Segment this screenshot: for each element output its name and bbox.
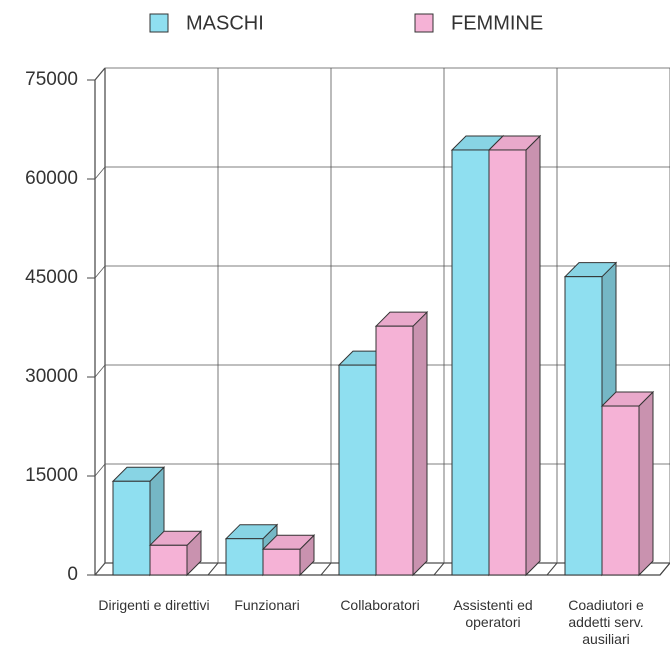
grid-line (94, 364, 106, 378)
legend-label: FEMMINE (451, 12, 543, 34)
grid-line (94, 463, 106, 477)
y-tick-label: 45000 (25, 267, 78, 288)
legend-swatch (149, 13, 169, 33)
bar-face (262, 548, 301, 576)
grid-line (94, 562, 106, 576)
y-tick-label: 0 (67, 564, 78, 585)
bar (600, 390, 655, 577)
x-tick-label: Funzionari (234, 597, 300, 613)
grid-line (94, 67, 106, 81)
bar-face (488, 149, 527, 576)
y-tick-label: 30000 (25, 366, 78, 387)
x-tick (207, 562, 219, 576)
x-tick-label: Collaboratori (340, 597, 420, 613)
bar (261, 534, 316, 577)
x-tick-label: Coadiutori e addetti serv. ausiliari (568, 597, 644, 647)
bar-face (375, 325, 414, 576)
y-tick-label: 75000 (25, 69, 78, 90)
y-tick-label: 60000 (25, 168, 78, 189)
bar-face (338, 364, 377, 576)
x-tick (320, 562, 332, 576)
bar-face (412, 310, 428, 577)
x-tick (659, 562, 670, 576)
x-tick-label: Dirigenti e direttivi (98, 597, 210, 613)
bar-face (112, 480, 151, 576)
x-tick (546, 562, 558, 576)
bar (148, 530, 203, 577)
bar-face (601, 405, 640, 576)
legend-label: MASCHI (186, 12, 264, 34)
y-tick-label: 15000 (25, 465, 78, 486)
bar-face (638, 390, 654, 577)
grid-line (94, 265, 106, 279)
x-tick-label: Assistenti ed operatori (453, 597, 533, 630)
bar (487, 134, 542, 577)
bar-face (525, 134, 541, 577)
x-tick (433, 562, 445, 576)
grid-line (94, 166, 106, 180)
bar-face (149, 544, 188, 576)
bar-face (225, 538, 264, 576)
bar (563, 261, 618, 577)
legend-swatch (414, 13, 434, 33)
bar-face (451, 149, 490, 576)
bar-face (564, 276, 603, 576)
bar (374, 310, 429, 577)
